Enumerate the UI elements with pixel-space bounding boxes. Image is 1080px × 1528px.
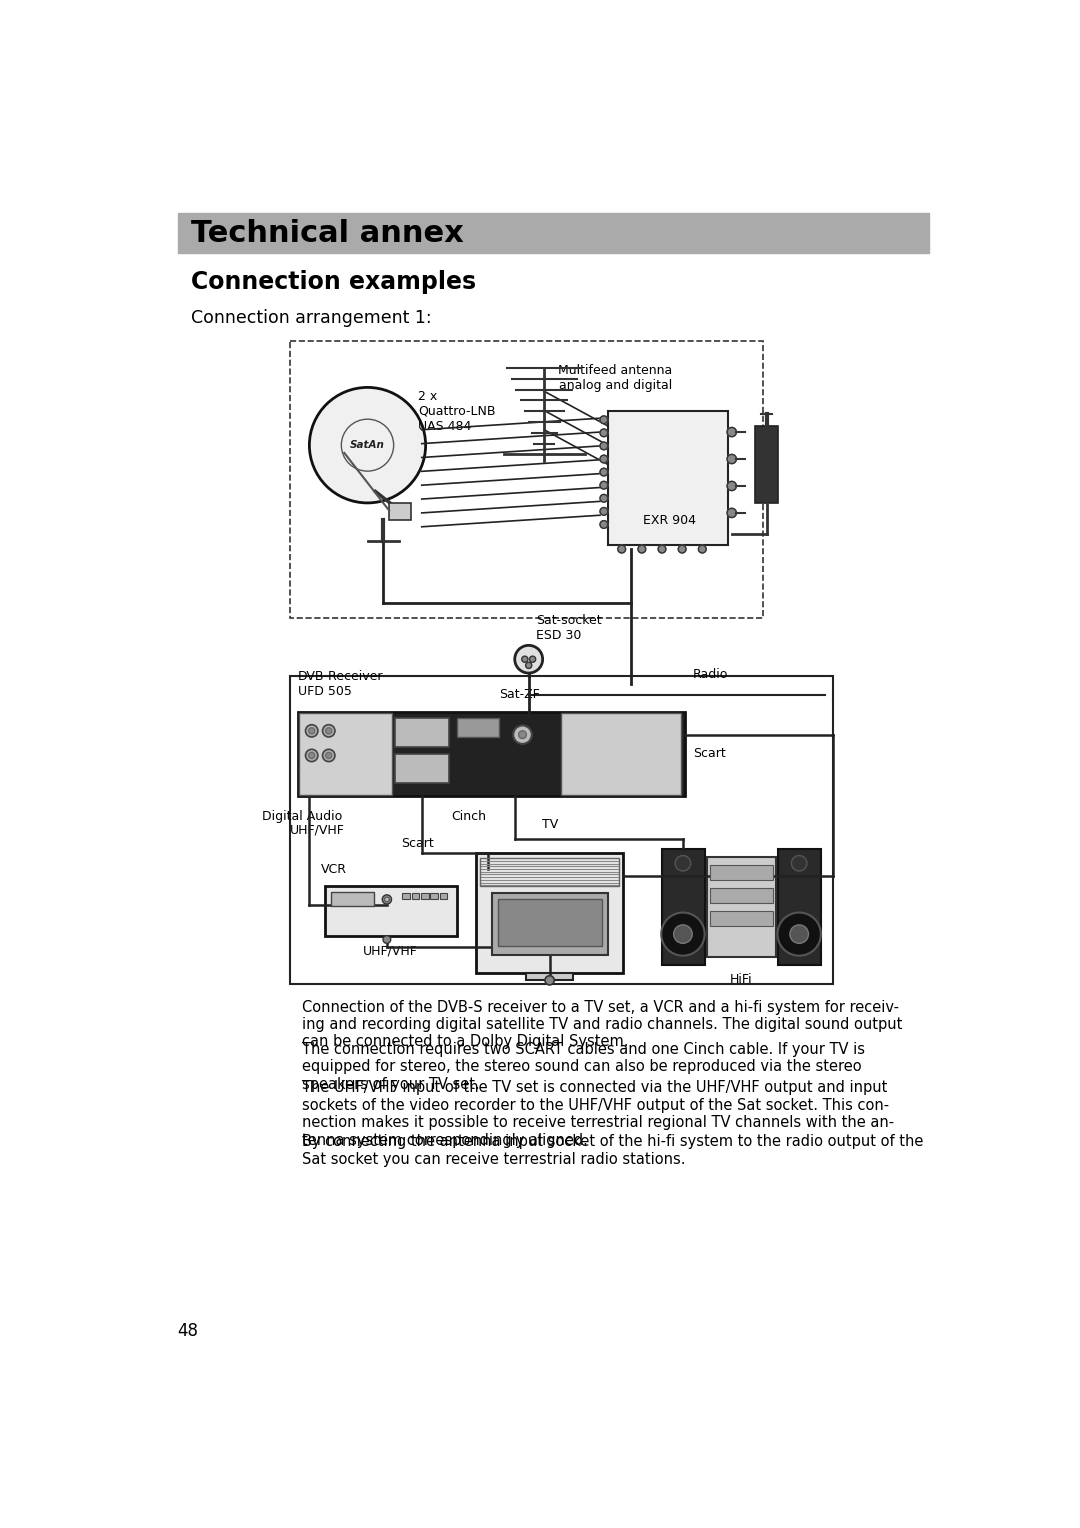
- Bar: [707, 857, 775, 957]
- Bar: [526, 973, 572, 981]
- Text: Technical annex: Technical annex: [191, 219, 463, 248]
- Circle shape: [792, 856, 807, 871]
- Circle shape: [618, 545, 625, 553]
- Circle shape: [678, 545, 686, 553]
- Text: Connection of the DVB-S receiver to a TV set, a VCR and a hi-fi system for recei: Connection of the DVB-S receiver to a TV…: [301, 999, 902, 1050]
- Circle shape: [675, 856, 691, 871]
- Text: 2 x
Quattro-LNB
UAS 484: 2 x Quattro-LNB UAS 484: [418, 390, 496, 432]
- Circle shape: [658, 545, 666, 553]
- Text: Connection examples: Connection examples: [191, 270, 476, 293]
- Circle shape: [638, 545, 646, 553]
- Text: Multifeed antenna
analog and digital: Multifeed antenna analog and digital: [558, 364, 673, 393]
- Circle shape: [526, 662, 531, 668]
- Circle shape: [306, 749, 318, 761]
- Bar: [491, 894, 608, 955]
- Text: UHF/VHF: UHF/VHF: [363, 944, 418, 957]
- Circle shape: [382, 895, 392, 905]
- Bar: [710, 865, 773, 880]
- Circle shape: [600, 442, 608, 449]
- Bar: [332, 892, 374, 906]
- Bar: [457, 718, 499, 736]
- Circle shape: [727, 509, 737, 518]
- Bar: [755, 426, 779, 503]
- Bar: [562, 714, 681, 795]
- Circle shape: [522, 656, 528, 662]
- Bar: [710, 888, 773, 903]
- Circle shape: [600, 468, 608, 475]
- Text: Cinch: Cinch: [450, 810, 486, 822]
- Circle shape: [727, 428, 737, 437]
- Text: By connecting the antenna input socket of the hi-fi system to the radio output o: By connecting the antenna input socket o…: [301, 1134, 923, 1167]
- Text: The UHF/VHF input of the TV set is connected via the UHF/VHF output and input
so: The UHF/VHF input of the TV set is conne…: [301, 1080, 894, 1148]
- Circle shape: [778, 912, 821, 955]
- Text: Sat-socket
ESD 30: Sat-socket ESD 30: [537, 614, 602, 642]
- Circle shape: [309, 752, 314, 758]
- Bar: [710, 911, 773, 926]
- Circle shape: [384, 897, 389, 902]
- Bar: [177, 212, 930, 252]
- Bar: [325, 886, 457, 935]
- Text: Scart: Scart: [402, 837, 434, 850]
- Circle shape: [309, 727, 314, 733]
- Bar: [608, 411, 728, 545]
- Circle shape: [383, 935, 391, 943]
- Circle shape: [600, 507, 608, 515]
- Circle shape: [674, 924, 692, 943]
- Bar: [389, 503, 410, 520]
- Bar: [662, 850, 704, 964]
- Text: DVB-Receiver
UFD 505: DVB-Receiver UFD 505: [298, 669, 383, 698]
- Bar: [291, 341, 762, 619]
- Circle shape: [727, 481, 737, 490]
- Circle shape: [326, 727, 332, 733]
- Text: Connection arrangement 1:: Connection arrangement 1:: [191, 309, 431, 327]
- Bar: [498, 900, 602, 946]
- Text: Scart: Scart: [693, 747, 726, 759]
- Circle shape: [699, 545, 706, 553]
- Text: VCR: VCR: [321, 863, 347, 877]
- Circle shape: [529, 656, 536, 662]
- Bar: [779, 850, 821, 964]
- Bar: [394, 718, 449, 747]
- Circle shape: [600, 455, 608, 463]
- Text: Digital Audio: Digital Audio: [262, 810, 342, 822]
- Circle shape: [600, 521, 608, 529]
- Text: 48: 48: [177, 1322, 199, 1340]
- Bar: [299, 714, 392, 795]
- Circle shape: [545, 976, 554, 986]
- Circle shape: [326, 752, 332, 758]
- Text: Sat-ZF: Sat-ZF: [499, 688, 540, 701]
- Text: SatAn: SatAn: [350, 440, 384, 451]
- Circle shape: [309, 388, 426, 503]
- Bar: [480, 857, 619, 886]
- Text: TV: TV: [541, 817, 557, 831]
- Circle shape: [323, 749, 335, 761]
- Bar: [430, 894, 438, 900]
- Bar: [291, 677, 833, 984]
- Bar: [394, 753, 449, 784]
- Circle shape: [600, 416, 608, 423]
- Text: UHF/VHF: UHF/VHF: [291, 824, 345, 837]
- Circle shape: [323, 724, 335, 736]
- Circle shape: [600, 481, 608, 489]
- Bar: [440, 894, 447, 900]
- Bar: [411, 894, 419, 900]
- Circle shape: [306, 724, 318, 736]
- Circle shape: [600, 429, 608, 437]
- Text: Radio: Radio: [692, 668, 728, 681]
- Circle shape: [513, 726, 531, 744]
- Circle shape: [727, 454, 737, 463]
- Bar: [298, 712, 685, 796]
- Text: HiFi: HiFi: [730, 973, 753, 986]
- Bar: [476, 853, 623, 973]
- Bar: [403, 894, 410, 900]
- Circle shape: [518, 730, 526, 738]
- Bar: [421, 894, 429, 900]
- Text: The connection requires two SCART cables and one Cinch cable. If your TV is
equi: The connection requires two SCART cables…: [301, 1042, 865, 1091]
- Circle shape: [600, 495, 608, 503]
- Circle shape: [789, 924, 809, 943]
- Circle shape: [515, 645, 542, 672]
- Circle shape: [661, 912, 704, 955]
- Text: EXR 904: EXR 904: [644, 515, 697, 527]
